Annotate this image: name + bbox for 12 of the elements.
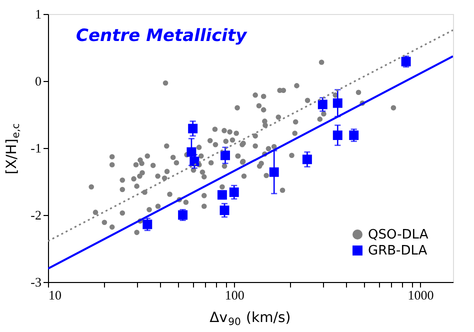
y-tick-label: 0: [35, 74, 42, 88]
y-tick-label: 1: [35, 6, 42, 22]
x-tick-label: 100: [224, 288, 244, 302]
x-tick-label: 1000: [408, 288, 434, 302]
legend-label: QSO-DLA: [368, 228, 428, 242]
y-axis-title: [X/H]e,c: [4, 123, 22, 174]
y-tick-label: -1: [30, 140, 42, 156]
y-tick-label: -2: [30, 208, 42, 222]
y-tick-label: -3: [30, 274, 42, 290]
legend-label: GRB-DLA: [368, 244, 428, 258]
x-tick-label: 10: [48, 288, 62, 302]
text: Centre Metallicity: [76, 26, 248, 46]
